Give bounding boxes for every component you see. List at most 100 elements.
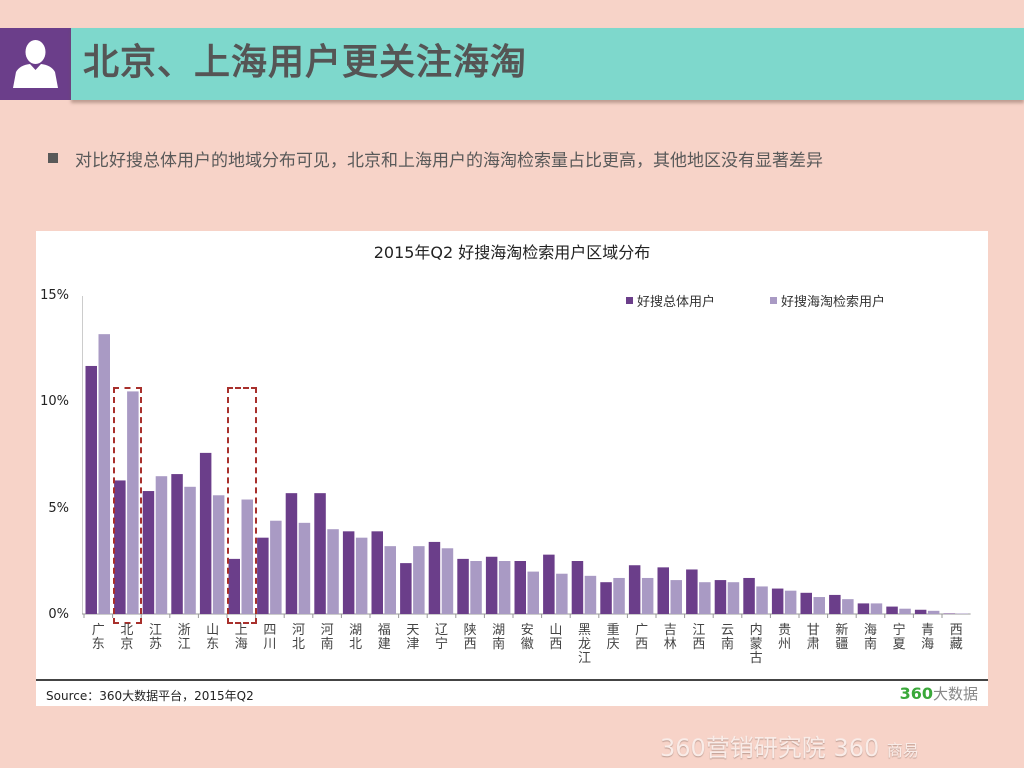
- bar-haitao: [355, 537, 368, 614]
- y-tick-label: 10%: [40, 394, 69, 409]
- x-axis-label: 四川: [263, 623, 277, 652]
- x-axis-label: 山东: [206, 623, 220, 652]
- x-axis-label: 辽宁: [434, 623, 448, 652]
- bar-haitao: [498, 561, 511, 614]
- bar-total: [943, 613, 955, 614]
- x-axis-label: 内蒙古: [749, 623, 763, 666]
- bar-haitao: [127, 391, 139, 614]
- bar-total: [743, 577, 755, 614]
- bar-haitao: [899, 608, 911, 614]
- x-axis-label: 河南: [320, 623, 334, 652]
- bar-haitao: [470, 561, 482, 614]
- bar-total: [686, 569, 698, 614]
- chart-card: 2015年Q2 好搜海淘检索用户区域分布 好搜总体用户 好搜海淘检索用户 15%…: [36, 231, 988, 706]
- bar-total: [657, 567, 669, 614]
- header-icon-box: [0, 28, 71, 100]
- x-axis-label: 北京: [120, 623, 134, 652]
- bar-haitao: [670, 580, 682, 614]
- bullet-square-icon: [48, 153, 58, 163]
- x-axis-label: 贵州: [778, 623, 792, 652]
- x-axis-label: 新疆: [835, 623, 849, 652]
- highlight-box: [227, 387, 257, 624]
- x-axis-label: 上海: [234, 623, 248, 652]
- bar-haitao: [270, 520, 282, 614]
- bar-chart-plot: [82, 296, 971, 618]
- bar-total: [914, 609, 927, 614]
- legend-swatch-haitao: [770, 297, 778, 304]
- bar-total: [142, 491, 155, 614]
- bar-haitao: [870, 603, 883, 614]
- bar-total: [714, 580, 727, 614]
- user-silhouette-icon: [13, 40, 58, 88]
- x-axis-label: 河北: [291, 623, 305, 652]
- x-axis-label: 海南: [863, 623, 877, 652]
- x-axis-label: 江苏: [148, 623, 162, 652]
- 360-bigdata-logo: 360大数据: [899, 684, 978, 703]
- legend-label-haitao: 好搜海淘检索用户: [781, 295, 886, 310]
- bar-total: [114, 480, 126, 614]
- bullet-text: 对比好搜总体用户的地域分布可见，北京和上海用户的海淘检索量占比更高，其他地区没有…: [75, 150, 823, 171]
- x-axis-label: 云南: [720, 623, 734, 652]
- y-tick-label: 5%: [48, 501, 69, 516]
- legend-item-total: 好搜总体用户: [626, 291, 715, 310]
- bar-haitao: [927, 610, 940, 614]
- source-text: Source：360大数据平台，2015年Q2: [46, 689, 254, 703]
- x-axis-label: 广东: [91, 623, 105, 652]
- bar-total: [485, 556, 498, 614]
- legend-swatch-total: [626, 297, 633, 304]
- x-axis-label: 黑龙江: [577, 623, 591, 666]
- bar-haitao: [956, 613, 968, 614]
- legend-item-haitao: 好搜海淘检索用户: [770, 291, 885, 310]
- bar-haitao: [699, 582, 711, 614]
- header-bar: 北京、上海用户更关注海淘: [71, 28, 1024, 100]
- y-tick-label: 0%: [48, 607, 69, 622]
- bar-total: [857, 603, 870, 614]
- bar-total: [800, 592, 812, 614]
- x-axis-label: 湖南: [492, 623, 506, 652]
- page-title: 北京、上海用户更关注海淘: [83, 42, 528, 83]
- bar-haitao: [413, 546, 425, 614]
- x-axis-label: 天津: [406, 623, 420, 652]
- bar-total: [171, 474, 183, 614]
- bar-haitao: [327, 529, 339, 614]
- bar-haitao: [584, 575, 597, 614]
- bar-haitao: [527, 571, 539, 614]
- bar-haitao: [384, 546, 396, 614]
- bar-haitao: [441, 548, 454, 614]
- bar-total: [457, 558, 469, 614]
- bar-haitao: [298, 522, 311, 614]
- bar-haitao: [556, 573, 568, 614]
- bar-total: [886, 606, 898, 614]
- bar-total: [600, 582, 612, 614]
- bar-total: [371, 531, 383, 614]
- chart-title: 2015年Q2 好搜海淘检索用户区域分布: [373, 243, 651, 262]
- legend-label-total: 好搜总体用户: [637, 295, 716, 310]
- bar-haitao: [813, 597, 825, 614]
- bar-total: [257, 537, 269, 614]
- bar-total: [829, 594, 841, 614]
- bar-total: [228, 558, 240, 614]
- bar-haitao: [641, 577, 654, 614]
- bar-total: [514, 561, 526, 614]
- bar-total: [285, 493, 298, 614]
- x-axis-label: 浙江: [177, 623, 191, 652]
- bar-total: [543, 554, 555, 614]
- bullet-point: 对比好搜总体用户的地域分布可见，北京和上海用户的海淘检索量占比更高，其他地区没有…: [48, 146, 823, 171]
- x-axis-label: 陕西: [463, 623, 477, 652]
- bar-total: [199, 452, 212, 614]
- x-axis-label: 重庆: [606, 623, 620, 652]
- x-axis-label: 吉林: [663, 623, 677, 652]
- bar-total: [342, 531, 355, 614]
- bar-total: [428, 541, 441, 614]
- x-axis-label: 青海: [921, 623, 935, 652]
- x-axis-label: 福建: [377, 623, 391, 652]
- bar-total: [571, 561, 584, 614]
- bar-total: [771, 588, 784, 614]
- bar-total: [85, 365, 97, 614]
- source-bar: Source：360大数据平台，2015年Q2 360大数据: [36, 679, 988, 708]
- bar-total: [400, 563, 412, 614]
- x-axis-label: 甘肃: [806, 623, 820, 652]
- bar-haitao: [98, 334, 110, 614]
- bar-haitao: [613, 577, 625, 614]
- bar-haitao: [784, 590, 797, 614]
